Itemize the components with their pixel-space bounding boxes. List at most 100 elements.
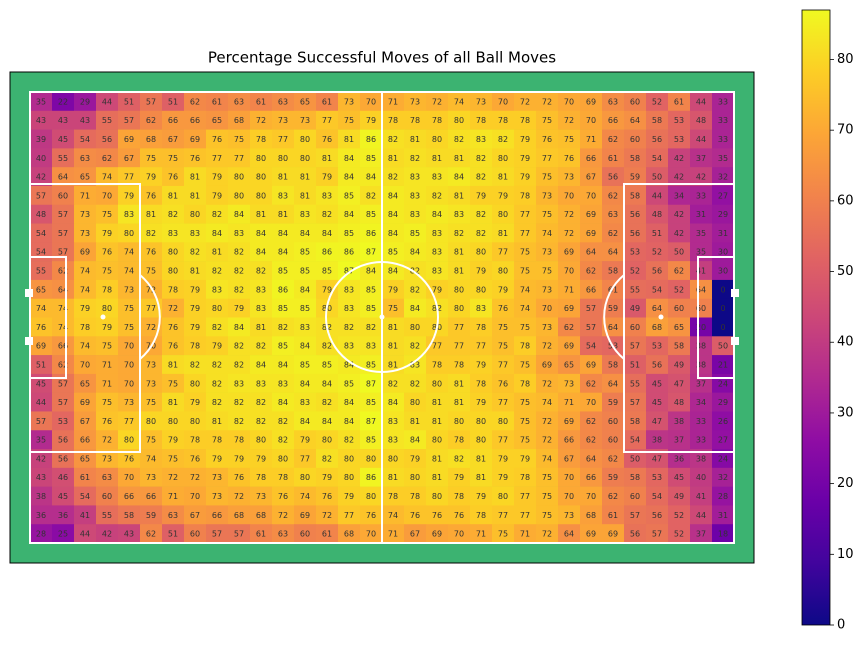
cell-label: 67 <box>80 417 90 426</box>
heatmap-cell <box>206 336 229 356</box>
heatmap-cell <box>338 129 361 149</box>
heatmap-cell <box>250 223 273 243</box>
cell-label: 38 <box>36 492 46 501</box>
cell-label: 85 <box>278 267 288 276</box>
heatmap-cell <box>316 148 339 168</box>
cell-label: 79 <box>322 173 332 182</box>
cell-label: 68 <box>256 511 266 520</box>
cell-label: 81 <box>454 248 464 257</box>
cell-label: 72 <box>432 97 442 106</box>
heatmap-cell <box>690 355 713 375</box>
cell-label: 84 <box>300 417 310 426</box>
heatmap-cell <box>492 167 515 187</box>
cell-label: 54 <box>80 135 90 144</box>
six-yard-box <box>29 256 67 379</box>
heatmap-cell <box>338 92 361 112</box>
heatmap-cell <box>30 185 53 206</box>
cell-label: 75 <box>388 304 398 313</box>
heatmap-cell <box>426 524 449 544</box>
heatmap-cell <box>30 524 53 544</box>
heatmap-cell <box>316 467 339 487</box>
heatmap-cell <box>448 223 471 243</box>
heatmap-cell <box>206 261 229 281</box>
cell-label: 81 <box>168 360 178 369</box>
heatmap-cell <box>492 524 515 544</box>
heatmap-cell <box>52 129 75 149</box>
heatmap-cell <box>690 298 713 318</box>
heatmap-cell <box>272 392 295 412</box>
cell-label: 70 <box>124 379 134 388</box>
cell-label: 85 <box>366 154 376 163</box>
cell-label: 78 <box>168 285 178 294</box>
heatmap-cell <box>272 430 295 450</box>
heatmap-cell <box>184 392 207 412</box>
cell-label: 60 <box>630 97 640 106</box>
cell-label: 75 <box>520 248 530 257</box>
cell-label: 85 <box>300 248 310 257</box>
cell-label: 42 <box>696 173 706 182</box>
cell-label: 62 <box>58 267 68 276</box>
heatmap-cell <box>52 223 75 243</box>
cell-label: 54 <box>80 492 90 501</box>
cell-label: 57 <box>234 530 244 539</box>
heatmap-cell <box>74 430 97 450</box>
heatmap-cell <box>52 185 75 206</box>
heatmap-cell <box>602 373 625 393</box>
heatmap-cell <box>294 167 317 187</box>
heatmap-cell <box>558 129 581 149</box>
heatmap-cell <box>602 92 625 112</box>
heatmap-cell <box>646 167 669 187</box>
heatmap-cell <box>382 185 405 206</box>
cell-label: 84 <box>344 154 354 163</box>
heatmap-cell <box>426 355 449 375</box>
heatmap-cell <box>74 261 97 281</box>
cell-label: 83 <box>300 323 310 332</box>
cell-label: 81 <box>476 454 486 463</box>
cell-label: 78 <box>454 360 464 369</box>
cell-label: 86 <box>366 135 376 144</box>
heatmap-cell <box>118 467 141 487</box>
cell-label: 60 <box>102 492 112 501</box>
cell-label: 64 <box>564 530 574 539</box>
heatmap-cell <box>250 411 273 431</box>
cell-label: 70 <box>586 398 596 407</box>
cell-label: 84 <box>256 229 266 238</box>
heatmap-cell <box>690 486 713 506</box>
cell-label: 82 <box>344 436 354 445</box>
heatmap-cell <box>712 129 735 149</box>
cell-label: 68 <box>344 530 354 539</box>
heatmap-cell <box>514 298 537 318</box>
heatmap-cell <box>448 317 471 337</box>
heatmap-cell <box>206 92 229 112</box>
heatmap-cell <box>316 242 339 262</box>
heatmap-cell <box>536 167 559 187</box>
heatmap-cell <box>338 505 361 525</box>
heatmap-cell <box>316 524 339 544</box>
heatmap-cell <box>228 373 251 393</box>
cell-label: 70 <box>124 360 134 369</box>
cell-label: 71 <box>102 379 112 388</box>
cell-label: 65 <box>564 360 574 369</box>
cell-label: 69 <box>542 360 552 369</box>
heatmap-cell <box>690 411 713 431</box>
cell-label: 83 <box>410 360 420 369</box>
cell-label: 73 <box>212 492 222 501</box>
cell-label: 85 <box>366 436 376 445</box>
cell-label: 64 <box>652 304 662 313</box>
heatmap-cell <box>668 392 691 412</box>
cell-label: 72 <box>542 417 552 426</box>
cell-label: 76 <box>234 473 244 482</box>
heatmap-cell <box>404 505 427 525</box>
cell-label: 69 <box>124 135 134 144</box>
cell-label: 83 <box>234 229 244 238</box>
cell-label: 78 <box>388 492 398 501</box>
cell-label: 66 <box>124 492 134 501</box>
heatmap-cell <box>184 242 207 262</box>
cell-label: 82 <box>322 342 332 351</box>
cell-label: 75 <box>498 323 508 332</box>
heatmap-cell <box>118 223 141 243</box>
cell-label: 74 <box>102 173 112 182</box>
heatmap-cell <box>646 92 669 112</box>
cell-label: 84 <box>300 285 310 294</box>
cell-label: 57 <box>586 304 596 313</box>
